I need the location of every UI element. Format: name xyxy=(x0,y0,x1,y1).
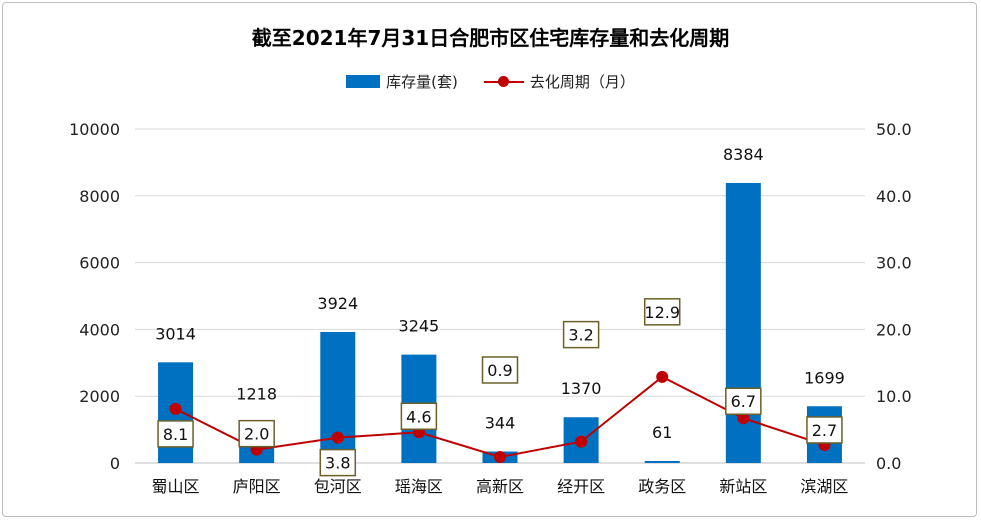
x-tick-label: 庐阳区 xyxy=(233,477,281,496)
bar xyxy=(644,460,680,463)
line-label-box xyxy=(481,356,519,384)
y-left-tick-label: 8000 xyxy=(79,187,120,206)
line-value-label: 0.9 xyxy=(481,356,519,384)
bar-labels: 3014 1218 3924 3245 344 1370 61 8384 1699 xyxy=(155,145,845,442)
line-label-text: 2.0 xyxy=(244,425,269,444)
y-axis-right: 0.0 10.0 20.0 30.0 40.0 50.0 xyxy=(876,120,912,473)
bar-value-label: 1218 xyxy=(236,384,277,403)
legend-item-inventory: 库存量(套) xyxy=(346,71,458,92)
line-label-box xyxy=(725,387,762,415)
bar-value-label: 344 xyxy=(485,414,516,433)
line-value-label: 3.8 xyxy=(319,448,357,477)
line-label-text: 3.8 xyxy=(325,454,350,473)
line-label-text: 6.7 xyxy=(731,392,756,411)
line-label-box xyxy=(400,402,438,431)
line-label-text: 12.9 xyxy=(644,303,680,322)
x-tick-label: 滨湖区 xyxy=(800,477,848,496)
bar-value-label: 3924 xyxy=(317,294,358,313)
line-value-label: 2.0 xyxy=(238,419,275,448)
y-right-tick-label: 0.0 xyxy=(876,454,901,473)
x-tick-label: 高新区 xyxy=(476,477,524,496)
line-value-label: 12.9 xyxy=(643,298,681,326)
y-left-tick-label: 2000 xyxy=(79,387,120,406)
x-tick-label: 瑶海区 xyxy=(395,477,443,496)
line-label-text: 8.1 xyxy=(163,425,188,444)
x-tick-label: 经开区 xyxy=(557,477,605,496)
y-right-tick-label: 20.0 xyxy=(876,320,912,339)
line-value-label: 2.7 xyxy=(806,416,843,444)
line-label-box xyxy=(319,448,357,477)
line-point xyxy=(331,431,344,444)
x-tick-label: 政务区 xyxy=(638,477,686,496)
chart-title: 截至2021年7月31日合肥市区住宅库存量和去化周期 xyxy=(251,26,730,50)
legend-swatch-bar xyxy=(346,75,381,88)
y-left-tick-label: 6000 xyxy=(79,254,120,273)
line-value-label: 3.2 xyxy=(562,320,600,349)
y-axis-left: 0 2000 4000 6000 8000 10000 xyxy=(69,120,120,473)
x-tick-label: 新站区 xyxy=(719,477,767,496)
y-left-tick-label: 0 xyxy=(110,454,120,473)
y-left-tick-label: 4000 xyxy=(79,320,120,339)
line-value-label: 4.6 xyxy=(400,402,438,431)
line-value-label: 6.7 xyxy=(725,387,762,415)
y-right-tick-label: 10.0 xyxy=(876,387,912,406)
bar-value-label: 1370 xyxy=(561,379,602,398)
bar-value-label: 1699 xyxy=(804,368,845,387)
line-label-box xyxy=(806,416,843,444)
line-label-text: 0.9 xyxy=(487,361,512,380)
y-right-tick-label: 50.0 xyxy=(876,120,912,139)
legend-label-cycle: 去化周期（月） xyxy=(529,73,635,91)
line-point xyxy=(656,370,669,383)
line-point xyxy=(737,412,750,425)
line-point xyxy=(169,402,182,415)
line-label-box xyxy=(157,420,194,448)
line-labels: 8.1 2.0 3.8 4.6 0.9 3.2 12.9 6.7 2.7 xyxy=(157,298,843,477)
legend-label-inventory: 库存量(套) xyxy=(386,73,458,91)
line-label-text: 3.2 xyxy=(568,326,593,345)
x-tick-label: 蜀山区 xyxy=(152,477,200,496)
bar-value-label: 61 xyxy=(652,423,672,442)
line-label-text: 4.6 xyxy=(406,407,431,426)
chart-legend: 库存量(套) 去化周期（月） xyxy=(0,71,981,92)
bar-value-label: 3014 xyxy=(155,324,196,343)
line-label-text: 2.7 xyxy=(812,421,837,440)
line-point xyxy=(575,435,588,448)
y-right-tick-label: 40.0 xyxy=(876,187,912,206)
x-axis: 蜀山区 庐阳区 包河区 瑶海区 高新区 经开区 政务区 新站区 滨湖区 xyxy=(152,477,849,496)
line-value-label: 8.1 xyxy=(157,420,194,448)
x-tick-label: 包河区 xyxy=(314,477,362,496)
line-label-box xyxy=(238,419,275,448)
line-label-box xyxy=(643,298,681,326)
y-left-tick-label: 10000 xyxy=(69,120,120,139)
legend-swatch-line xyxy=(483,75,524,88)
legend-item-cycle: 去化周期（月） xyxy=(483,71,635,92)
line-point xyxy=(494,450,506,463)
bar-value-label: 3245 xyxy=(399,317,440,336)
y-right-tick-label: 30.0 xyxy=(876,254,912,273)
line-label-box xyxy=(562,320,600,349)
bar-value-label: 8384 xyxy=(723,145,764,164)
